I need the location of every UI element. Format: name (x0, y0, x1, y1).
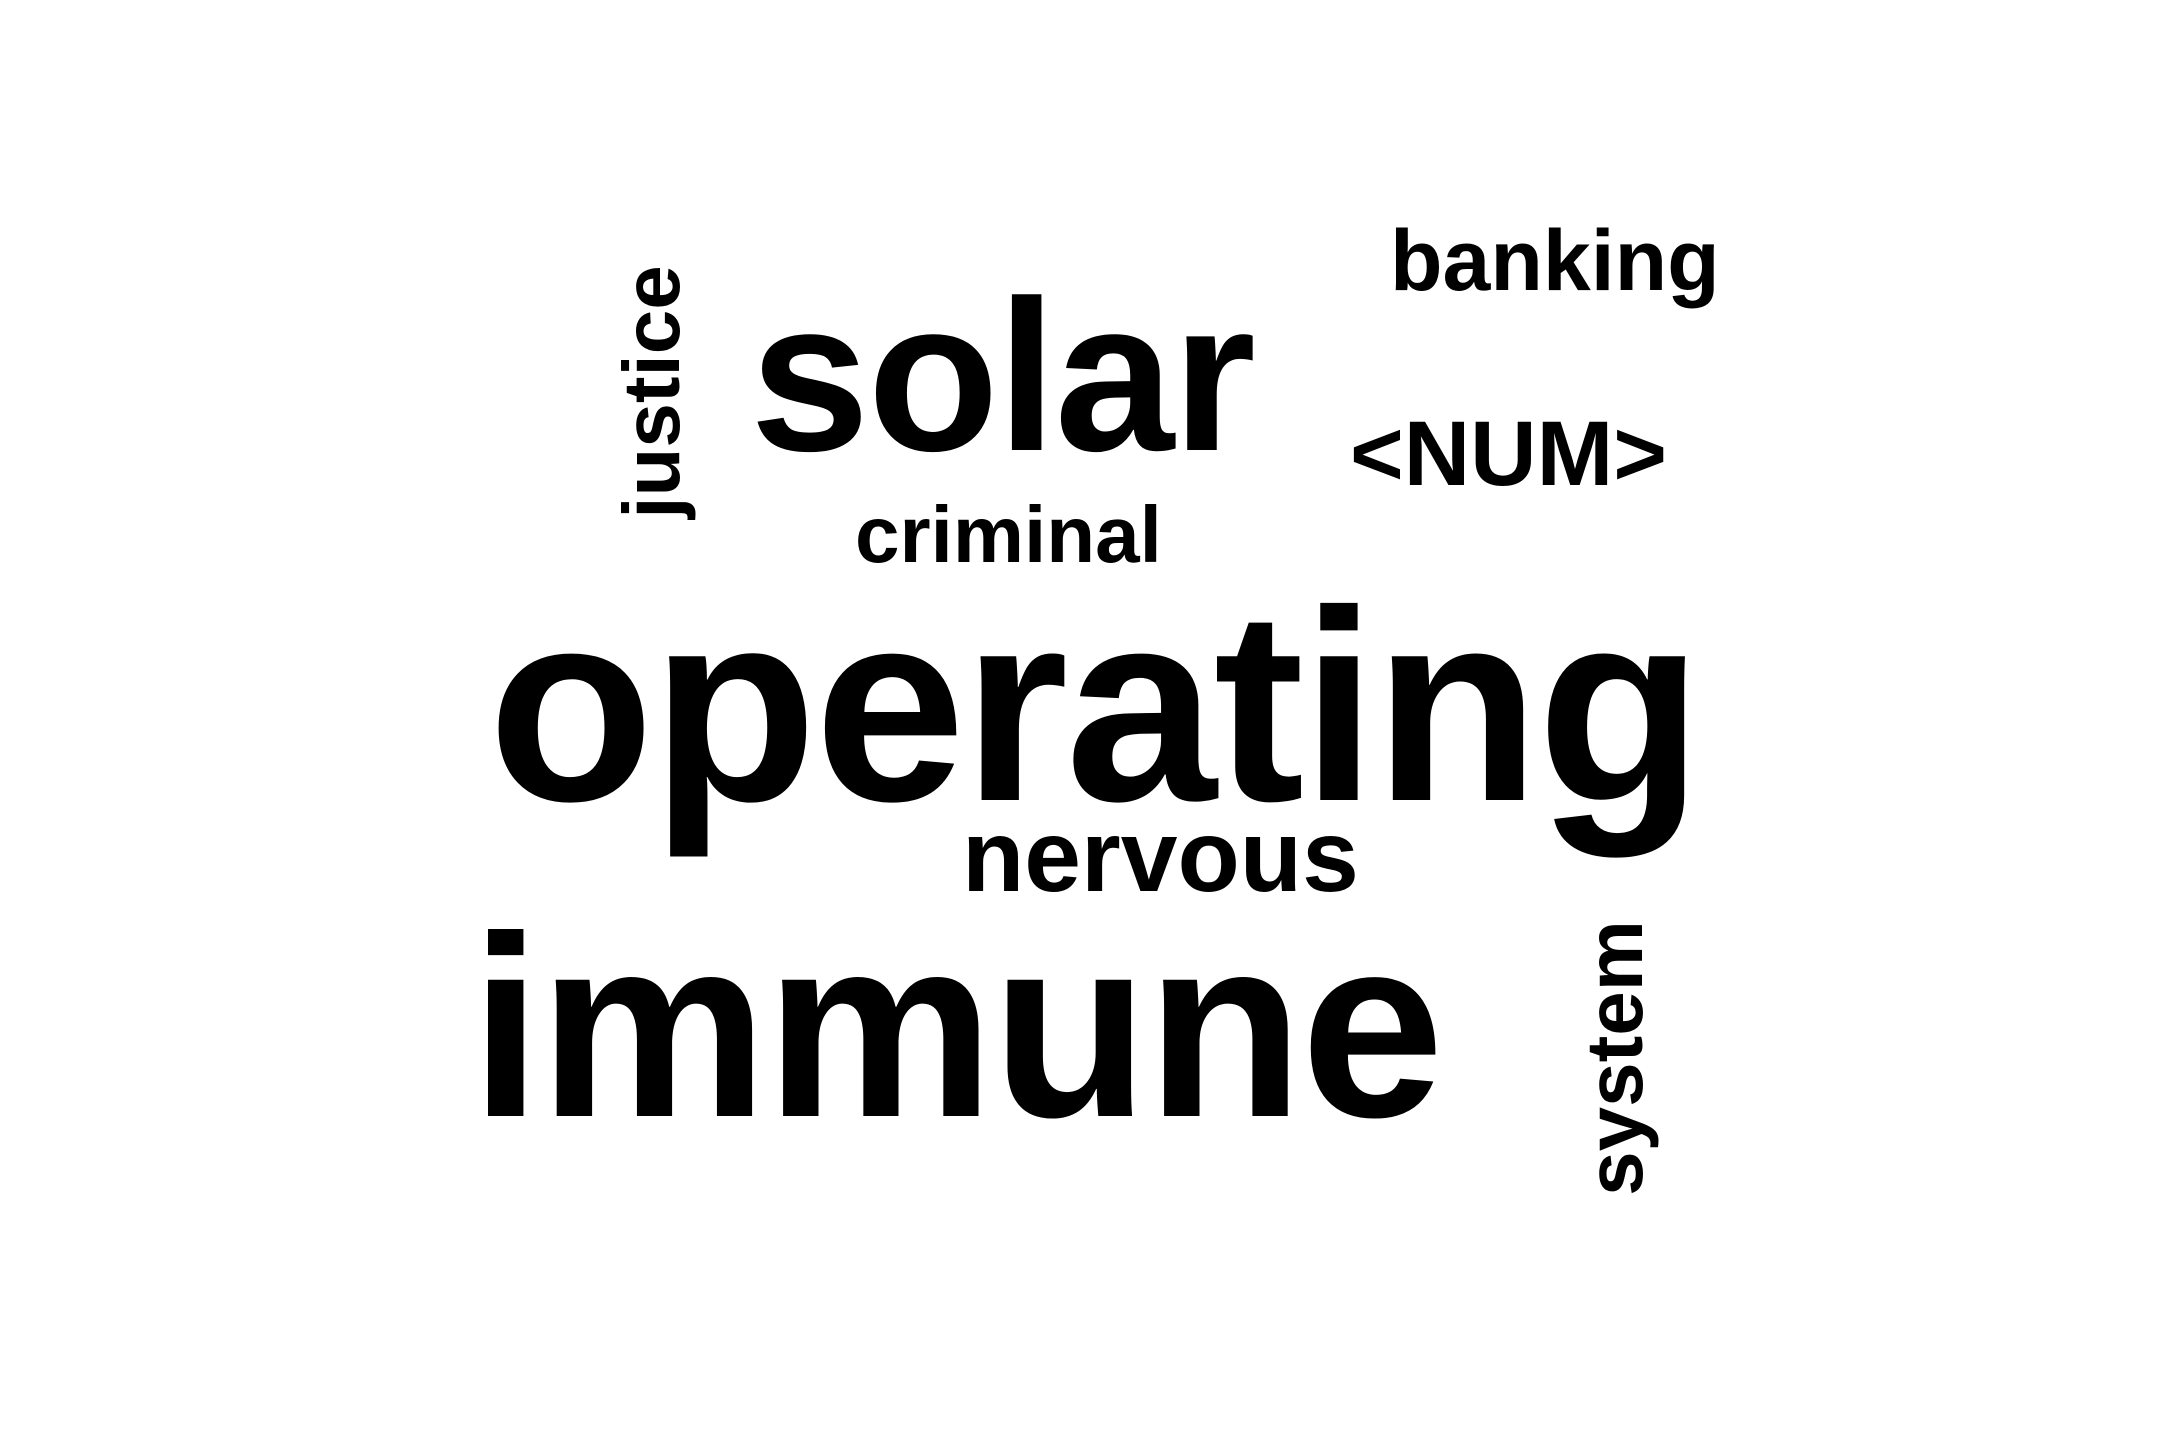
word-criminal: criminal (855, 490, 1162, 579)
word-system: system (1570, 920, 1659, 1196)
word-num: <NUM> (1350, 403, 1667, 505)
word-justice: justice (607, 265, 696, 519)
word-banking: banking (1390, 213, 1720, 309)
word-nervous: nervous (962, 799, 1359, 913)
word-immune: immune (470, 882, 1444, 1171)
word-operating: operating (488, 554, 1703, 858)
word-solar: solar (750, 255, 1256, 496)
